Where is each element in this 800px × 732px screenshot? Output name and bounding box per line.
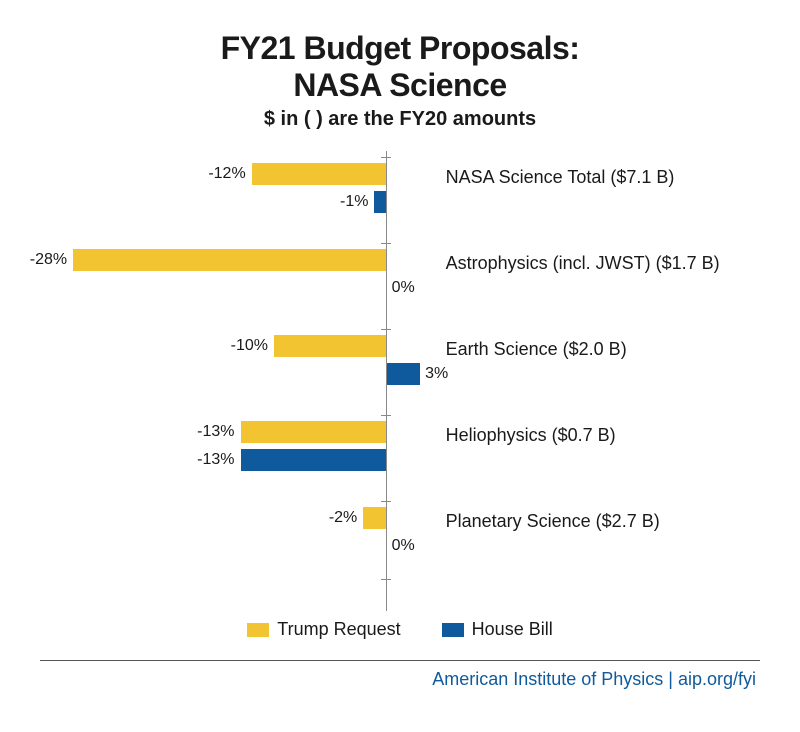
legend-label-trump: Trump Request [277,619,400,640]
bar-value-label: -2% [329,509,357,527]
bar-value-label: -13% [197,423,234,441]
category-label: Planetary Science ($2.7 B) [446,511,660,532]
category-label: Earth Science ($2.0 B) [446,339,627,360]
subtitle: $ in ( ) are the FY20 amounts [40,108,760,131]
bar-value-label: -1% [340,193,368,211]
title-line-1: FY21 Budget Proposals: [40,30,760,67]
axis-tick [381,415,391,416]
bar-chart: -12%-1%NASA Science Total ($7.1 B)-28%0%… [40,151,760,611]
bar [241,449,386,471]
category-label: NASA Science Total ($7.1 B) [446,167,675,188]
attribution: American Institute of Physics | aip.org/… [40,669,760,690]
bar [241,421,386,443]
legend-swatch-trump [247,623,269,637]
bar [252,163,386,185]
legend-item-trump: Trump Request [247,619,400,640]
legend-swatch-house [442,623,464,637]
axis-tick [381,579,391,580]
bar-value-label: 0% [392,537,415,555]
chart-title-block: FY21 Budget Proposals: NASA Science $ in… [40,30,760,131]
axis-tick [381,329,391,330]
bar-value-label: -13% [197,451,234,469]
bar [274,335,386,357]
bar [363,507,385,529]
title-line-2: NASA Science [40,67,760,104]
legend: Trump Request House Bill [40,619,760,642]
legend-label-house: House Bill [472,619,553,640]
bar-value-label: -12% [208,165,245,183]
bar [374,191,385,213]
axis-tick [381,157,391,158]
bar [73,249,385,271]
category-label: Astrophysics (incl. JWST) ($1.7 B) [446,253,720,274]
bar-value-label: 0% [392,279,415,297]
bar-value-label: -10% [231,337,268,355]
axis-tick [381,501,391,502]
axis-tick [381,243,391,244]
legend-item-house: House Bill [442,619,553,640]
bar-value-label: -28% [30,251,67,269]
category-label: Heliophysics ($0.7 B) [446,425,616,446]
bar [387,363,420,385]
bar-value-label: 3% [425,365,448,383]
footer-divider [40,660,760,661]
